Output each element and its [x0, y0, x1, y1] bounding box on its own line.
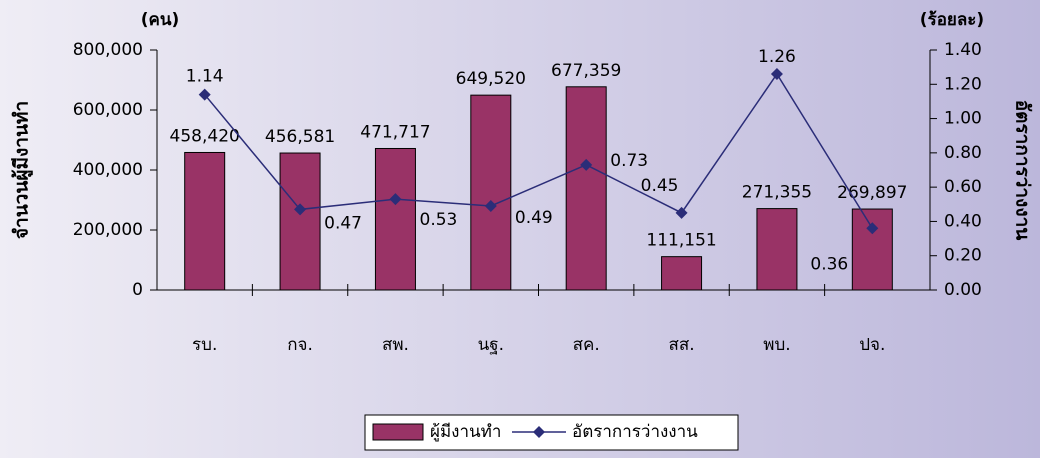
y2-tick-label: 1.00 — [944, 109, 982, 129]
legend-label: ผู้มีงานทำ — [430, 422, 501, 442]
line-value-label: 0.49 — [515, 208, 553, 228]
line-marker — [294, 203, 307, 216]
bar — [184, 151, 226, 291]
line-marker — [198, 88, 211, 101]
x-tick-label: สพ. — [382, 335, 409, 355]
y2-tick-label: 0.20 — [944, 246, 982, 266]
legend-label: อัตราการว่างงาน — [572, 422, 698, 442]
y2-tick-label: 1.40 — [944, 40, 982, 60]
bar-value-label: 458,420 — [170, 126, 240, 146]
y2-tick-label: 0.80 — [944, 143, 982, 163]
legend-marker — [533, 426, 545, 438]
y-axis-title: จำนวนผู้มีงานทำ — [11, 101, 34, 239]
legend-swatch — [372, 423, 424, 441]
line-value-label: 0.53 — [420, 210, 458, 230]
bar — [374, 147, 416, 291]
y-tick-label: 600,000 — [73, 100, 143, 120]
bar — [756, 208, 798, 291]
line-value-label: 0.73 — [610, 151, 648, 171]
line-marker — [866, 222, 879, 235]
x-tick-label: สส. — [668, 335, 694, 355]
x-tick-label: กจ. — [287, 335, 313, 355]
x-tick-label: ปจ. — [859, 335, 885, 355]
bar — [279, 152, 321, 291]
bar-value-label: 111,151 — [646, 231, 716, 251]
x-tick-label: พบ. — [763, 335, 790, 355]
bar-value-label: 269,897 — [837, 183, 907, 203]
y2-tick-label: 0.40 — [944, 211, 982, 231]
y2-tick-label: 0.60 — [944, 177, 982, 197]
line-marker — [675, 206, 688, 219]
bar-value-label: 649,520 — [456, 69, 526, 89]
y2-tick-label: 0.00 — [944, 280, 982, 300]
y-tick-label: 400,000 — [73, 160, 143, 180]
line — [204, 72, 873, 229]
bar-value-label: 677,359 — [551, 61, 621, 81]
y2-axis-title: อัตราการว่างงาน — [1012, 100, 1034, 241]
line-marker — [389, 193, 402, 206]
y-tick-label: 0 — [132, 280, 143, 300]
y2-unit: (ร้อยละ) — [920, 10, 984, 30]
bar — [470, 94, 512, 291]
y-tick-label: 200,000 — [73, 220, 143, 240]
y2-tick-label: 1.20 — [944, 74, 982, 94]
line-value-label: 1.14 — [186, 67, 224, 87]
line-marker — [580, 158, 593, 171]
bar-value-label: 456,581 — [265, 127, 335, 147]
y-tick-label: 800,000 — [73, 40, 143, 60]
line-value-label: 0.45 — [641, 176, 679, 196]
bar — [565, 86, 607, 291]
bar-value-label: 271,355 — [742, 183, 812, 203]
line-value-label: 0.36 — [810, 254, 848, 274]
bar — [851, 208, 893, 291]
x-tick-label: สค. — [573, 335, 600, 355]
x-tick-label: นฐ. — [478, 335, 504, 355]
line-marker — [484, 200, 497, 212]
line-value-label: 0.47 — [324, 213, 362, 233]
bar-value-label: 471,717 — [360, 122, 430, 142]
x-tick-label: รบ. — [192, 335, 217, 355]
bar — [661, 256, 703, 291]
line-value-label: 1.26 — [758, 47, 796, 67]
y-unit: (คน) — [141, 10, 180, 30]
line-marker — [770, 68, 783, 80]
